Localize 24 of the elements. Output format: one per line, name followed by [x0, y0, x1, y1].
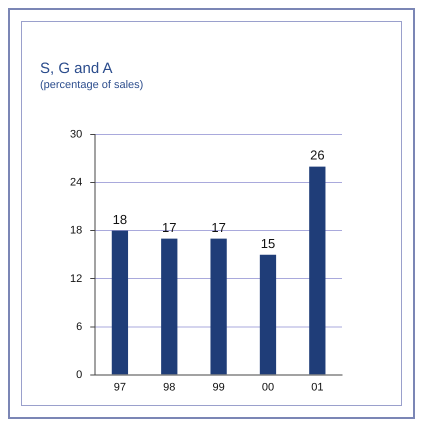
x-tick-label: 99 [212, 381, 225, 394]
x-tick-label: 97 [114, 381, 126, 394]
inner-panel: S, G and A (percentage of sales) 97 98 99 00 01 0 6 12 18 24 30 18 17 17 15 26 [21, 21, 402, 406]
y-tick-label: 18 [70, 224, 82, 237]
y-tick-label: 30 [70, 128, 82, 141]
data-label: 18 [112, 212, 128, 227]
data-label: 26 [310, 148, 325, 163]
y-tick-label: 6 [76, 320, 82, 333]
x-tick-label: 01 [311, 381, 324, 394]
x-tick-label: 98 [163, 381, 176, 394]
x-tick-label: 00 [262, 381, 274, 394]
data-label: 17 [211, 220, 226, 235]
chart-subtitle: (percentage of sales) [40, 79, 144, 91]
data-label: 15 [260, 236, 276, 251]
y-tick-label: 12 [70, 272, 82, 285]
bar [161, 238, 178, 374]
data-label: 17 [162, 220, 176, 235]
y-tick-label: 0 [76, 368, 82, 381]
chart-title: S, G and A [40, 60, 114, 77]
bar [210, 238, 227, 374]
bar [112, 230, 128, 374]
bar [309, 166, 326, 374]
y-tick-label: 24 [70, 176, 82, 189]
bar [260, 254, 276, 374]
